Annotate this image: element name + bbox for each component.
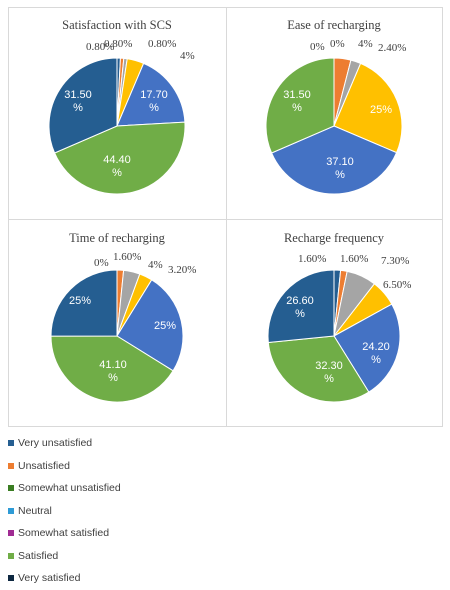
label-line: % xyxy=(324,373,334,385)
chart-legend: Very unsatisfied Unsatisfied Somewhat un… xyxy=(8,432,121,590)
legend-label: Neutral xyxy=(18,504,52,517)
data-label: 1.60% xyxy=(298,253,326,265)
data-label: 2.40% xyxy=(378,42,406,54)
legend-swatch xyxy=(8,462,14,469)
data-label: 0.80% xyxy=(148,38,176,50)
label-line: % xyxy=(73,102,83,114)
legend-item: Unsatisfied xyxy=(8,455,121,478)
pie-title-3: Time of recharging xyxy=(69,231,166,245)
legend-item: Satisfied xyxy=(8,545,121,568)
data-label: 7.30% xyxy=(381,255,409,267)
label-line: % xyxy=(335,169,345,181)
legend-label: Unsatisfied xyxy=(18,459,70,472)
pie-slice xyxy=(50,335,174,403)
label-line: % xyxy=(149,102,159,114)
label-line: 24.20 xyxy=(362,341,390,353)
data-label: 1.60% xyxy=(340,253,368,265)
label-line: % xyxy=(108,372,118,384)
label-line: 31.50 xyxy=(64,89,92,101)
legend-label: Very unsatisfied xyxy=(18,437,93,450)
pie-title-1: Satisfaction with SCS xyxy=(62,18,172,32)
legend-swatch xyxy=(8,530,14,537)
label-line: 32.30 xyxy=(315,360,343,372)
pie-slice xyxy=(116,62,186,127)
pie-slice xyxy=(333,303,401,393)
pie-slice xyxy=(48,57,118,154)
data-label: 25% xyxy=(370,104,392,116)
label-line: 31.50 xyxy=(283,89,311,101)
legend-item: Very satisfied xyxy=(8,567,121,590)
pie-slice xyxy=(333,62,403,154)
data-label: 4% xyxy=(180,50,195,62)
data-label: 31.50% xyxy=(64,89,92,114)
legend-swatch xyxy=(8,485,14,492)
pie-slice xyxy=(116,279,184,372)
label-line: 17.70 xyxy=(140,89,168,101)
label-line: 44.40 xyxy=(103,154,131,166)
legend-label: Very satisfied xyxy=(18,572,81,585)
label-line: % xyxy=(295,308,305,320)
data-label: 31.50% xyxy=(283,89,311,114)
data-label: 17.70% xyxy=(140,89,168,114)
pie-title-2: Ease of recharging xyxy=(287,18,381,32)
pie-slice xyxy=(267,269,335,344)
legend-swatch xyxy=(8,507,14,514)
label-line: 26.60 xyxy=(286,295,314,307)
data-label: 26.60% xyxy=(286,295,314,320)
label-line: 41.10 xyxy=(99,359,127,371)
data-label: 4% xyxy=(358,38,373,50)
pie-slice xyxy=(53,121,186,195)
data-label: 44.40% xyxy=(103,154,131,179)
label-line: % xyxy=(292,102,302,114)
data-label: 37.10% xyxy=(326,156,354,181)
pie-chart-satisfaction xyxy=(48,57,186,195)
data-label: 0% xyxy=(94,257,109,269)
pie-slice xyxy=(270,125,398,195)
data-label: 1.60% xyxy=(113,251,141,263)
pie-chart-grid: Satisfaction with SCS Ease of recharging… xyxy=(8,7,443,427)
data-label: 41.10% xyxy=(99,359,127,384)
pie-title-4: Recharge frequency xyxy=(284,231,385,245)
data-label: 25% xyxy=(69,295,91,307)
pie-slice xyxy=(267,335,370,403)
data-label: 24.20% xyxy=(362,341,390,366)
data-label: 6.50% xyxy=(383,279,411,291)
legend-label: Satisfied xyxy=(18,549,59,562)
pie-slice xyxy=(50,269,118,337)
data-label: 32.30% xyxy=(315,360,343,385)
label-line: 37.10 xyxy=(326,156,354,168)
label-line: % xyxy=(112,167,122,179)
data-label: 0.80% xyxy=(86,41,114,53)
data-label: 4% xyxy=(148,259,163,271)
legend-item: Somewhat unsatisfied xyxy=(8,477,121,500)
legend-label: Somewhat unsatisfied xyxy=(18,482,121,495)
legend-label: Somewhat satisfied xyxy=(18,527,110,540)
data-label: 0% xyxy=(330,38,345,50)
data-label: 0% xyxy=(310,41,325,53)
legend-item: Neutral xyxy=(8,500,121,523)
data-label: 0.80% xyxy=(104,38,132,50)
panel-frame-4 xyxy=(226,219,443,427)
legend-item: Somewhat satisfied xyxy=(8,522,121,545)
pie-slice xyxy=(265,57,335,154)
legend-swatch xyxy=(8,552,14,559)
legend-item: Very unsatisfied xyxy=(8,432,121,455)
legend-swatch xyxy=(8,440,14,447)
legend-swatch xyxy=(8,575,14,582)
data-label: 25% xyxy=(154,320,176,332)
pie-chart-ease xyxy=(265,57,403,195)
data-label: 3.20% xyxy=(168,264,196,276)
pie-chart-time xyxy=(50,269,184,403)
pie-chart-frequency xyxy=(267,269,401,403)
label-line: % xyxy=(371,354,381,366)
